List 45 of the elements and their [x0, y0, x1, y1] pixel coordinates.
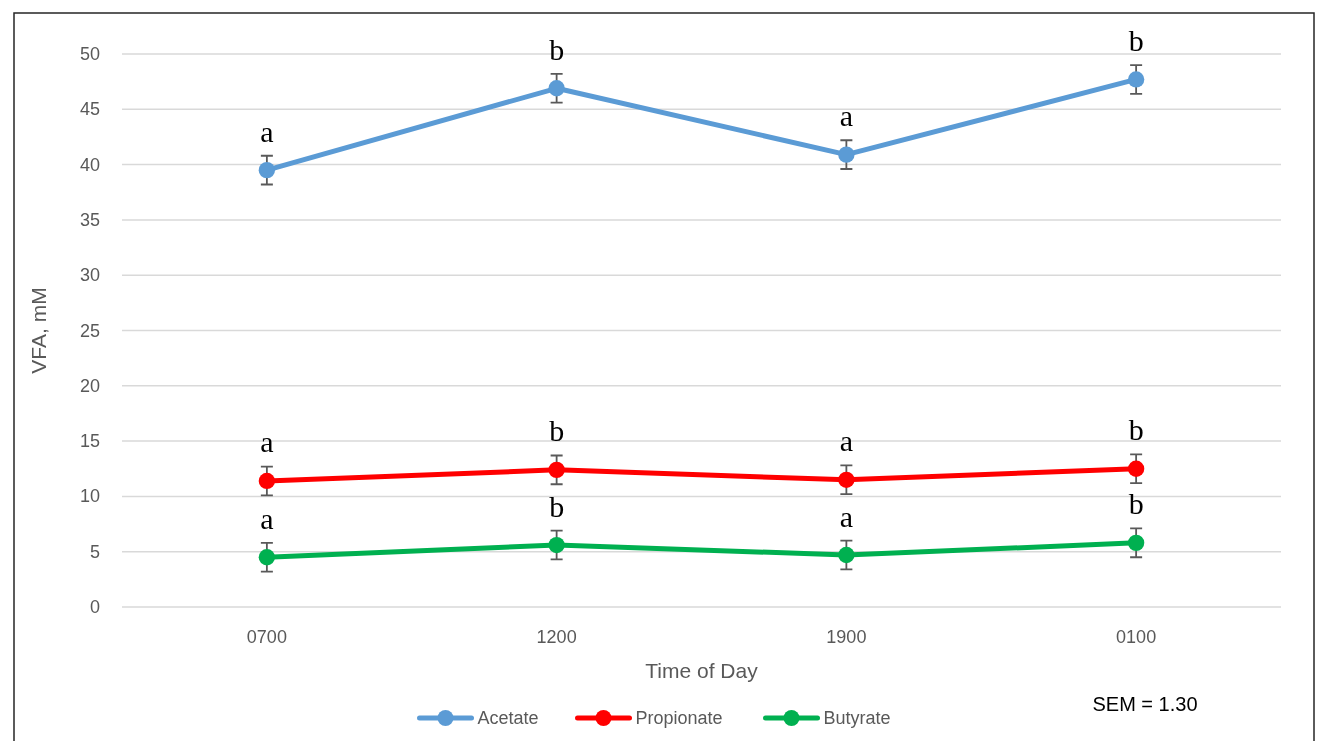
y-tick-label: 50 [79, 44, 100, 64]
y-tick-label: 35 [79, 209, 100, 230]
x-tick-label: 0700 [246, 627, 287, 647]
legend-label: Acetate [477, 708, 539, 728]
y-tick-label: 45 [79, 99, 100, 120]
text: SEM = 1.30 [1092, 693, 1198, 715]
y-tick-label: 5 [89, 541, 100, 562]
x-tick-label: 1900 [826, 627, 867, 647]
point [258, 549, 276, 566]
point [1127, 71, 1145, 88]
annotation: b [1128, 23, 1144, 57]
y-tick-label: 10 [79, 486, 100, 507]
y-tick-label: 15 [79, 431, 100, 452]
point [1127, 460, 1145, 477]
legend-label: Propionate [635, 708, 723, 728]
y-tick-label: 20 [79, 375, 100, 396]
y-axis-title: VFA, mM [26, 287, 50, 374]
y-tick-label: 0 [89, 597, 100, 617]
point [838, 146, 855, 163]
point [548, 461, 565, 479]
x-tick-label: 1200 [536, 627, 577, 647]
annotation: b [1128, 413, 1144, 447]
annotation: b [1128, 487, 1144, 521]
point [548, 536, 565, 554]
point [838, 546, 855, 564]
y-tick-label: 30 [79, 265, 100, 286]
point [548, 80, 565, 97]
annotation: a [260, 501, 274, 535]
x-axis-title: Time of Day [645, 658, 759, 682]
annotation: a [260, 114, 274, 148]
annotation: b [549, 414, 565, 448]
point [838, 471, 855, 488]
x-tick-label: 0100 [1116, 627, 1157, 647]
point [1127, 534, 1145, 552]
annotation: a [839, 99, 854, 133]
point [258, 161, 276, 179]
point [258, 472, 276, 490]
annotation: b [549, 489, 565, 523]
y-tick-label: 25 [79, 320, 100, 341]
y-tick-label: 40 [79, 154, 100, 175]
annotation: a [260, 425, 274, 459]
annotation: b [549, 32, 565, 66]
annotation: a [839, 499, 854, 533]
annotation: a [839, 424, 854, 458]
legend-label: Butyrate [823, 708, 891, 728]
